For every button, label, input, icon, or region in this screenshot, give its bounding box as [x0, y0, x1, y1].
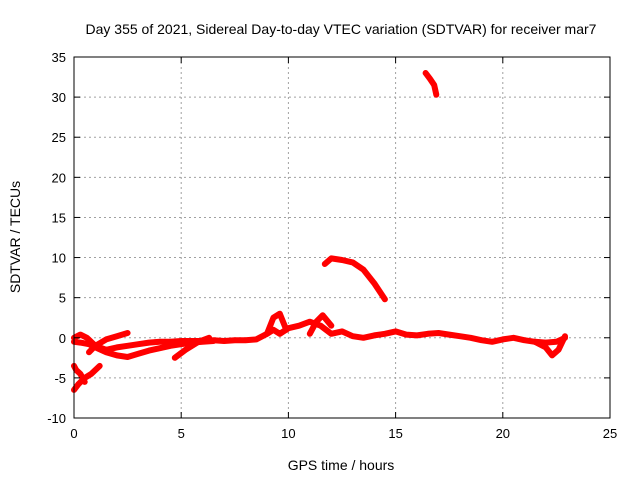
y-tick-label: 5: [59, 291, 66, 306]
series-track-early-bend: [71, 362, 88, 385]
y-axis-label: SDTVAR / TECUs: [7, 181, 23, 293]
series-track-bump-11h: [306, 312, 335, 337]
x-tick-label: 25: [603, 426, 617, 441]
tick-labels: 0 5 10 15 20 25 -10 -5 0 5 10 15 20 25 30 35: [47, 50, 617, 441]
series-track-main-baseline: [71, 318, 568, 353]
y-tick-label: 30: [52, 90, 66, 105]
series-layer: [71, 70, 568, 393]
x-tick-label: 15: [388, 426, 402, 441]
plot-frame: [73, 56, 611, 419]
series-track-steep-segment: [171, 334, 213, 361]
series-track-lower-branch: [71, 338, 217, 360]
y-tick-label: 15: [52, 210, 66, 225]
x-axis-label: GPS time / hours: [288, 457, 395, 473]
y-tick-label: 20: [52, 170, 66, 185]
x-tick-label: 10: [281, 426, 295, 441]
series-track-bump-9h: [264, 310, 290, 337]
y-tick-label: 10: [52, 251, 66, 266]
chart-title: Day 355 of 2021, Sidereal Day-to-day VTE…: [86, 21, 597, 37]
grid: [74, 57, 610, 418]
x-tick-label: 0: [70, 426, 77, 441]
y-tick-label: 25: [52, 130, 66, 145]
y-tick-label: -5: [54, 371, 66, 386]
series-track-top: [422, 70, 440, 98]
y-tick-label: 0: [59, 331, 66, 346]
series-track-rising-segment: [86, 330, 131, 356]
x-tick-label: 20: [496, 426, 510, 441]
ticks: [73, 56, 611, 419]
y-tick-label: 35: [52, 50, 66, 65]
series-track-mid-high: [321, 255, 388, 303]
series-track-dip-22h: [532, 333, 568, 359]
x-tick-label: 5: [178, 426, 185, 441]
y-tick-label: -10: [47, 411, 66, 426]
